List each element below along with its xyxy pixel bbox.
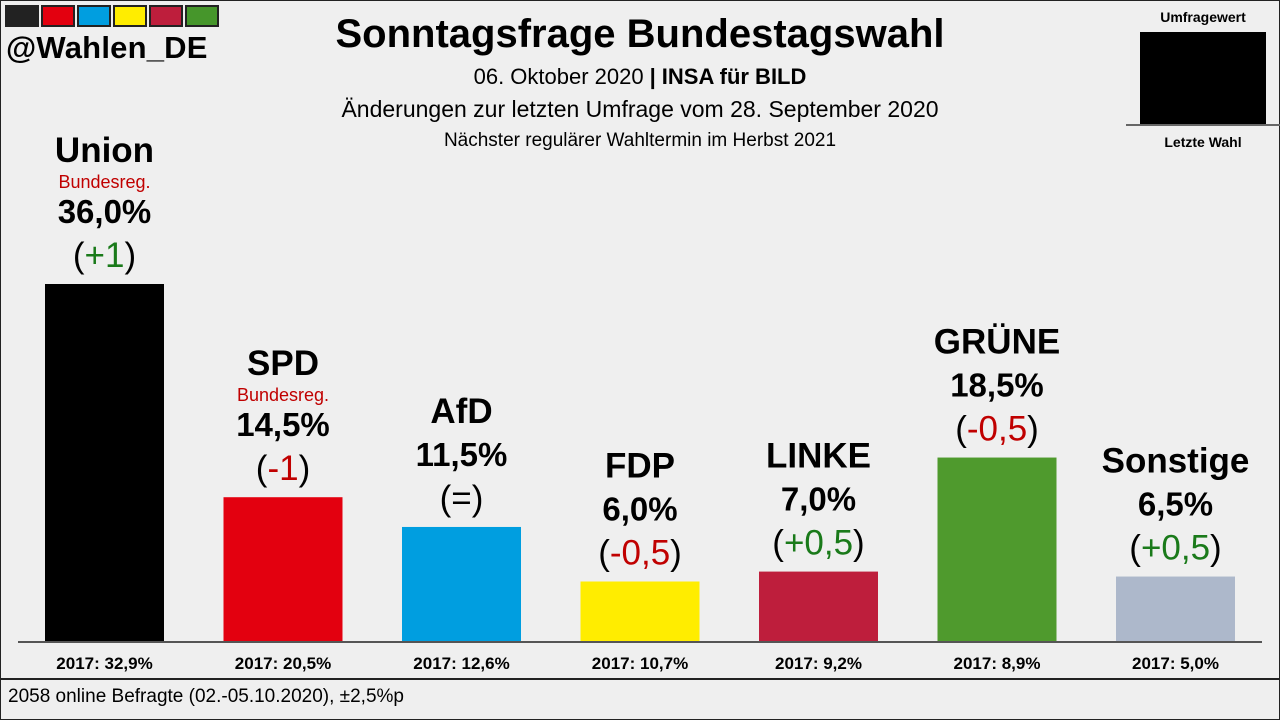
brand-swatch <box>77 5 111 27</box>
bar <box>45 284 164 641</box>
bar-change-label: (-1) <box>256 449 310 488</box>
poll-date: 06. Oktober 2020 <box>473 64 644 89</box>
bar-change-label: (+0,5) <box>772 524 864 563</box>
legend-poll-label: Umfragewert <box>1160 9 1246 25</box>
brand-swatch <box>5 5 39 27</box>
previous-election-label: 2017: 32,9% <box>56 654 152 673</box>
sample-info: 2058 online Befragte (02.-05.10.2020), ±… <box>8 686 404 707</box>
poll-date-line: 06. Oktober 2020 | INSA für BILD <box>0 64 1280 90</box>
bar <box>759 571 878 641</box>
party-name-label: LINKE <box>766 437 871 476</box>
poll-institute: INSA für BILD <box>661 64 807 89</box>
brand-swatch <box>185 5 219 27</box>
brand-swatch <box>41 5 75 27</box>
bar-value-label: 11,5% <box>416 436 508 473</box>
bar-change-label: (-0,5) <box>955 410 1039 449</box>
party-name-label: FDP <box>605 447 675 486</box>
legend: Umfragewert Letzte Wahl <box>1126 0 1280 160</box>
bar-value-label: 7,0% <box>781 481 856 518</box>
brand-swatch <box>113 5 147 27</box>
bar-change-label: (=) <box>440 479 484 518</box>
bar-value-label: 18,5% <box>950 367 1044 404</box>
party-name-label: SPD <box>247 344 319 383</box>
twitter-handle: @Wahlen_DE <box>6 30 208 65</box>
bar <box>1116 576 1235 641</box>
government-tag: Bundesreg. <box>58 172 150 192</box>
party-name-label: Union <box>55 131 154 170</box>
brand-swatch <box>149 5 183 27</box>
party-name-label: Sonstige <box>1102 442 1250 481</box>
legend-poll-swatch <box>1140 32 1266 124</box>
footer-divider <box>0 678 1280 680</box>
previous-election-label: 2017: 12,6% <box>413 654 509 673</box>
government-tag: Bundesreg. <box>237 385 329 405</box>
previous-election-label: 2017: 8,9% <box>954 654 1041 673</box>
chart-title: Sonntagsfrage Bundestagswahl <box>335 12 945 56</box>
bar-value-label: 6,0% <box>602 491 677 528</box>
previous-election-label: 2017: 20,5% <box>235 654 331 673</box>
previous-election-label: 2017: 10,7% <box>592 654 688 673</box>
bar-value-label: 6,5% <box>1138 486 1213 523</box>
bar-value-label: 36,0% <box>58 193 152 230</box>
party-name-label: AfD <box>430 392 492 431</box>
separator: | <box>649 64 656 89</box>
bar-change-label: (+1) <box>73 236 136 275</box>
bar-change-label: (-0,5) <box>598 534 682 573</box>
bar-value-label: 14,5% <box>236 406 330 443</box>
party-color-swatches <box>5 5 219 27</box>
bar <box>580 581 700 641</box>
next-election-note: Nächster regulärer Wahltermin im Herbst … <box>443 130 837 151</box>
bar <box>402 526 521 641</box>
bar-change-label: (+0,5) <box>1129 529 1221 568</box>
bar <box>223 497 343 641</box>
changes-note: Änderungen zur letzten Umfrage vom 28. S… <box>341 96 939 122</box>
legend-baseline <box>1126 124 1280 126</box>
previous-election-label: 2017: 9,2% <box>775 654 862 673</box>
legend-last-election-label: Letzte Wahl <box>1164 134 1242 150</box>
party-name-label: GRÜNE <box>934 323 1060 362</box>
bar <box>937 457 1057 641</box>
previous-election-label: 2017: 5,0% <box>1132 654 1219 673</box>
